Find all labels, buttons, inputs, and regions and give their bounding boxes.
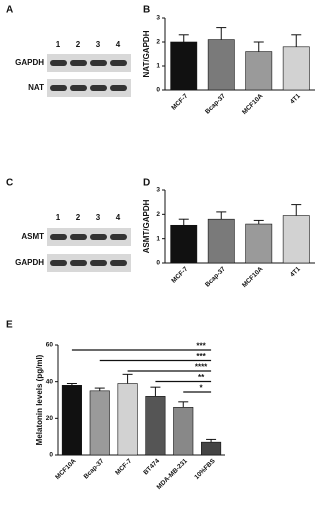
significance-label: * — [200, 384, 204, 393]
y-tick-label: 1 — [156, 63, 160, 70]
y-tick-label: 3 — [156, 187, 160, 194]
y-axis-label: Melatonin levels (pg/ml) — [35, 354, 44, 445]
bar — [282, 46, 310, 91]
lane-label: 3 — [96, 213, 101, 222]
x-tick-label: MCF10A — [241, 92, 265, 116]
blot-band — [70, 85, 87, 91]
blot-band — [70, 260, 87, 266]
y-tick-label: 2 — [156, 39, 160, 46]
y-tick-label: 3 — [156, 15, 160, 22]
y-tick-label: 40 — [46, 378, 54, 385]
blot-band — [110, 260, 127, 266]
bar — [61, 385, 82, 456]
x-tick-label: BT474 — [142, 457, 161, 476]
lane-label: 4 — [116, 213, 121, 222]
significance-label: ** — [198, 373, 205, 382]
y-tick-label: 0 — [156, 260, 160, 267]
y-tick-label: 0 — [156, 87, 160, 94]
x-tick-label: MCF-7 — [170, 92, 189, 111]
y-axis-label: ASMT/GAPDH — [142, 199, 151, 253]
lane-label: 3 — [96, 40, 101, 49]
blot-strip — [47, 79, 131, 97]
bar — [282, 215, 310, 264]
y-tick-label: 60 — [46, 342, 54, 349]
lane-label: 1 — [56, 213, 61, 222]
blot-band — [90, 234, 107, 240]
bar — [170, 224, 198, 264]
significance-label: **** — [195, 363, 208, 372]
blot-strip — [47, 228, 131, 246]
x-tick-label: MCF-7 — [114, 457, 133, 476]
panel-label: C — [6, 178, 13, 189]
bar — [173, 407, 194, 456]
blot-band — [110, 60, 127, 66]
lane-label: 2 — [76, 213, 81, 222]
x-tick-label: Bcap-37 — [204, 92, 227, 115]
y-tick-label: 2 — [156, 211, 160, 218]
bar — [245, 223, 273, 264]
y-axis-label: NAT/GAPDH — [142, 30, 151, 77]
panel-label: D — [143, 178, 150, 189]
x-tick-label: 10%FBS — [193, 457, 217, 481]
panel-label: A — [6, 5, 13, 16]
significance-label: *** — [196, 342, 206, 351]
lane-label: 2 — [76, 40, 81, 49]
bar — [170, 41, 198, 91]
x-tick-label: MCF-7 — [170, 265, 189, 284]
x-tick-label: MCF10A — [241, 265, 265, 289]
lane-label: 1 — [56, 40, 61, 49]
blot-band — [70, 60, 87, 66]
panel-label: B — [143, 5, 150, 16]
x-tick-label: 4T1 — [289, 265, 302, 278]
row-label: GAPDH — [15, 58, 44, 67]
x-tick-label: MCF10A — [54, 457, 78, 481]
y-tick-label: 20 — [46, 415, 54, 422]
blot-strip — [47, 254, 131, 272]
row-label: GAPDH — [15, 258, 44, 267]
x-tick-label: 4T1 — [289, 92, 302, 105]
blot-band — [50, 85, 67, 91]
bar — [207, 218, 235, 264]
blot-band — [110, 234, 127, 240]
blot-strip — [47, 54, 131, 72]
row-label: NAT — [28, 83, 44, 92]
blot-band — [90, 60, 107, 66]
blot-band — [70, 234, 87, 240]
y-tick-label: 0 — [49, 452, 53, 459]
panel-label: E — [6, 320, 13, 331]
blot-band — [50, 234, 67, 240]
lane-label: 4 — [116, 40, 121, 49]
blot-band — [110, 85, 127, 91]
bar — [245, 51, 273, 91]
bar — [117, 383, 138, 456]
blot-band — [90, 85, 107, 91]
x-tick-label: Bcap-37 — [83, 457, 106, 480]
bar — [89, 390, 110, 456]
row-label: ASMT — [21, 232, 44, 241]
bar — [207, 39, 235, 91]
blot-band — [50, 260, 67, 266]
significance-label: *** — [196, 352, 206, 361]
y-tick-label: 1 — [156, 235, 160, 242]
blot-band — [90, 260, 107, 266]
bar — [201, 441, 222, 456]
bar — [145, 396, 166, 456]
blot-band — [50, 60, 67, 66]
x-tick-label: Bcap-37 — [204, 265, 227, 288]
